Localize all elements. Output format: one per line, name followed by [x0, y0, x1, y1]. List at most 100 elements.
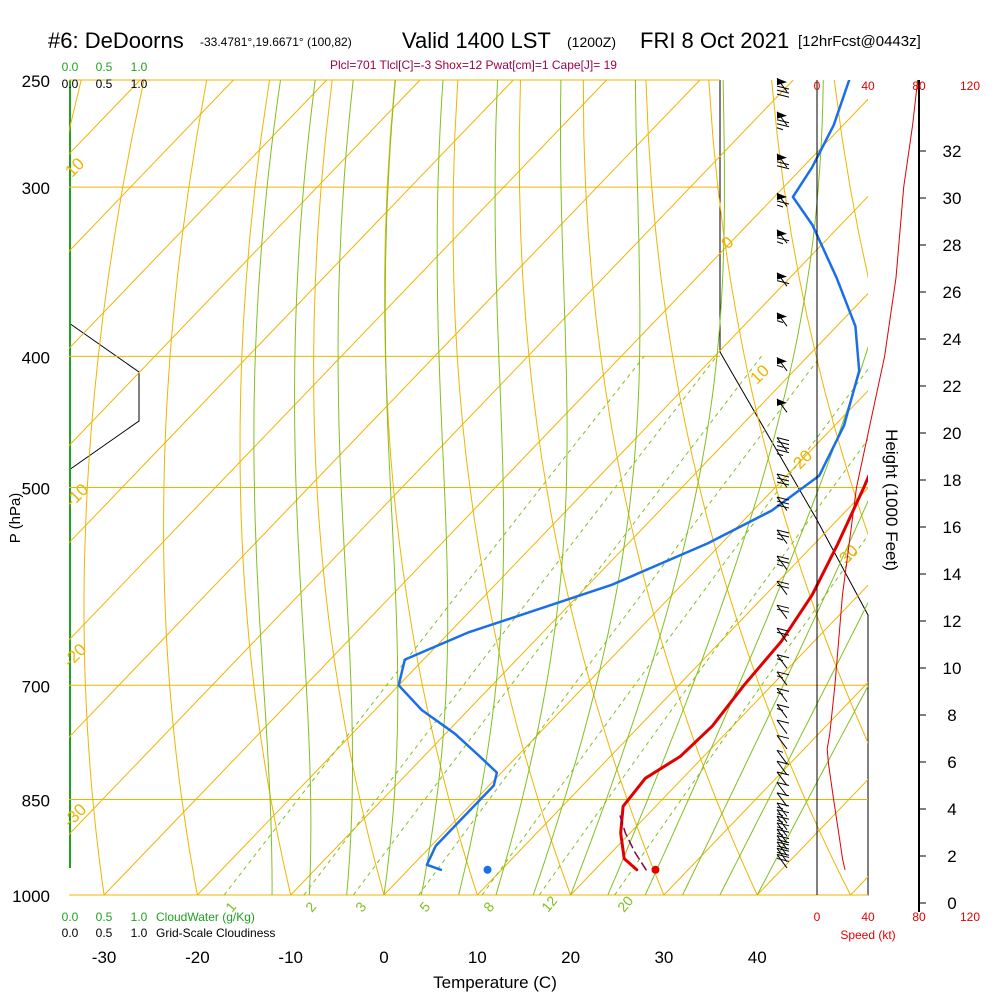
temperature-tick-label: 0: [379, 948, 388, 967]
mixing-ratio-line: [303, 355, 717, 895]
dry-adiabat-label: 10: [61, 154, 88, 181]
wind-barb: [776, 229, 790, 245]
height-axis-title: Height (1000 Feet): [882, 429, 901, 571]
wind-barb: [776, 153, 790, 170]
wind-barb: [776, 604, 790, 619]
temperature-tick-label: 20: [561, 948, 580, 967]
pressure-tick-label: 400: [22, 348, 50, 367]
moist-adiabat: [719, 601, 868, 895]
wind-barb: [776, 703, 790, 719]
mixing-ratio-label: 12: [538, 893, 560, 915]
height-tick-label: 16: [943, 518, 962, 537]
speed-tick-top: 0: [814, 79, 821, 93]
x-axis-title: Temperature (C): [433, 973, 557, 992]
sounding-parameters: Plcl=701 Tlcl[C]=-3 Shox=12 Pwat[cm]=1 C…: [330, 58, 617, 72]
station-title: #6: DeDoorns: [48, 28, 184, 53]
speed-tick-bottom: 40: [861, 910, 875, 924]
cloudiness-scale-bottom: 1.0: [131, 926, 148, 940]
dry-adiabat: [83, 80, 145, 895]
mixing-ratio-line: [418, 355, 821, 895]
moist-adiabat: [644, 345, 868, 895]
isotherm-line: [850, 876, 868, 895]
wind-barb: [776, 496, 790, 511]
surface-dewpoint-marker: [483, 865, 492, 874]
cloudiness-scale-bottom: 0.5: [96, 926, 113, 940]
isotherm-line: [69, 80, 234, 252]
wind-barb: [776, 687, 790, 703]
pressure-tick-label: 500: [22, 480, 50, 499]
speed-tick-top: 80: [912, 79, 926, 93]
height-tick-label: 4: [947, 800, 956, 819]
isotherm-line: [69, 80, 607, 641]
dry-adiabat: [518, 80, 665, 895]
pressure-tick-label: 250: [22, 72, 50, 91]
y-axis-title: P (hPa): [7, 493, 24, 544]
dry-adiabat: [384, 80, 478, 895]
mixing-ratio-line: [538, 438, 868, 895]
wind-barb: [776, 437, 790, 457]
dry-adiabat: [582, 80, 758, 895]
dry-adiabat: [163, 80, 208, 895]
dewpoint-profile: [397, 80, 861, 872]
mixing-ratio-label: 20: [614, 893, 636, 915]
forecast-info: [12hrFcst@0443z]: [798, 33, 921, 50]
isotherm-line: [663, 681, 868, 895]
wind-barb: [776, 654, 790, 669]
height-tick-label: 20: [943, 424, 962, 443]
wind-barb: [776, 749, 788, 765]
dry-adiabat: [645, 80, 851, 895]
moist-adiabat: [532, 80, 641, 895]
wind-barb: [776, 627, 790, 643]
wind-barb: [776, 580, 790, 595]
moist-adiabat: [607, 80, 824, 895]
isotherm-line: [290, 292, 868, 895]
isotherm-line: [476, 487, 868, 895]
wind-barb: [776, 312, 788, 327]
isotherm-line: [69, 80, 514, 544]
wind-barb: [776, 111, 790, 131]
temperature-tick-label: 40: [748, 948, 767, 967]
moist-adiabat: [420, 80, 449, 895]
dry-adiabat-label: -30: [59, 800, 90, 831]
wind-barb: [776, 272, 790, 287]
speed-tick-bottom: 80: [912, 910, 926, 924]
forecast-date: FRI 8 Oct 2021: [640, 28, 790, 53]
height-tick-label: 32: [943, 142, 962, 161]
mixing-ratio-label: 2: [302, 899, 319, 915]
wind-barb: [776, 473, 790, 488]
moist-adiabat: [682, 499, 868, 895]
pressure-tick-label: 1000: [12, 887, 50, 906]
height-tick-label: 2: [947, 847, 956, 866]
isobars: [69, 79, 868, 896]
surface-temperature-marker: [651, 865, 660, 874]
height-tick-label: 12: [943, 612, 962, 631]
pressure-tick-label: 700: [22, 677, 50, 696]
wind-barb: [776, 719, 790, 734]
cloudiness-scale-top: 1.0: [131, 77, 148, 91]
wind-barb: [776, 734, 790, 750]
height-tick-label: 28: [943, 236, 962, 255]
dry-adiabat-label: -20: [59, 640, 90, 671]
speed-tick-bottom: 0: [814, 910, 821, 924]
temperature-profile: [619, 474, 868, 872]
cloudwater-scale-top: 0.5: [96, 60, 113, 74]
moist-adiabat: [570, 80, 725, 895]
isotherm-line: [197, 195, 868, 895]
height-tick-label: 8: [947, 706, 956, 725]
dry-adiabat: [239, 80, 292, 895]
station-coords: -33.4781°,19.6671° (100,82): [200, 35, 352, 49]
mixing-ratio-label: 5: [416, 899, 433, 915]
moist-adiabat: [383, 80, 399, 895]
height-tick-label: 18: [943, 471, 962, 490]
height-tick-label: 6: [947, 753, 956, 772]
dry-adiabat: [0, 80, 18, 895]
wind-barb: [776, 529, 790, 544]
cloudiness-outline: [68, 322, 140, 471]
temperature-tick-label: 10: [468, 948, 487, 967]
cloudiness-scale-bottom: 0.0: [62, 926, 79, 940]
height-tick-label: 0: [947, 894, 956, 913]
wind-barb: [776, 192, 790, 208]
moist-adiabat: [495, 80, 568, 895]
